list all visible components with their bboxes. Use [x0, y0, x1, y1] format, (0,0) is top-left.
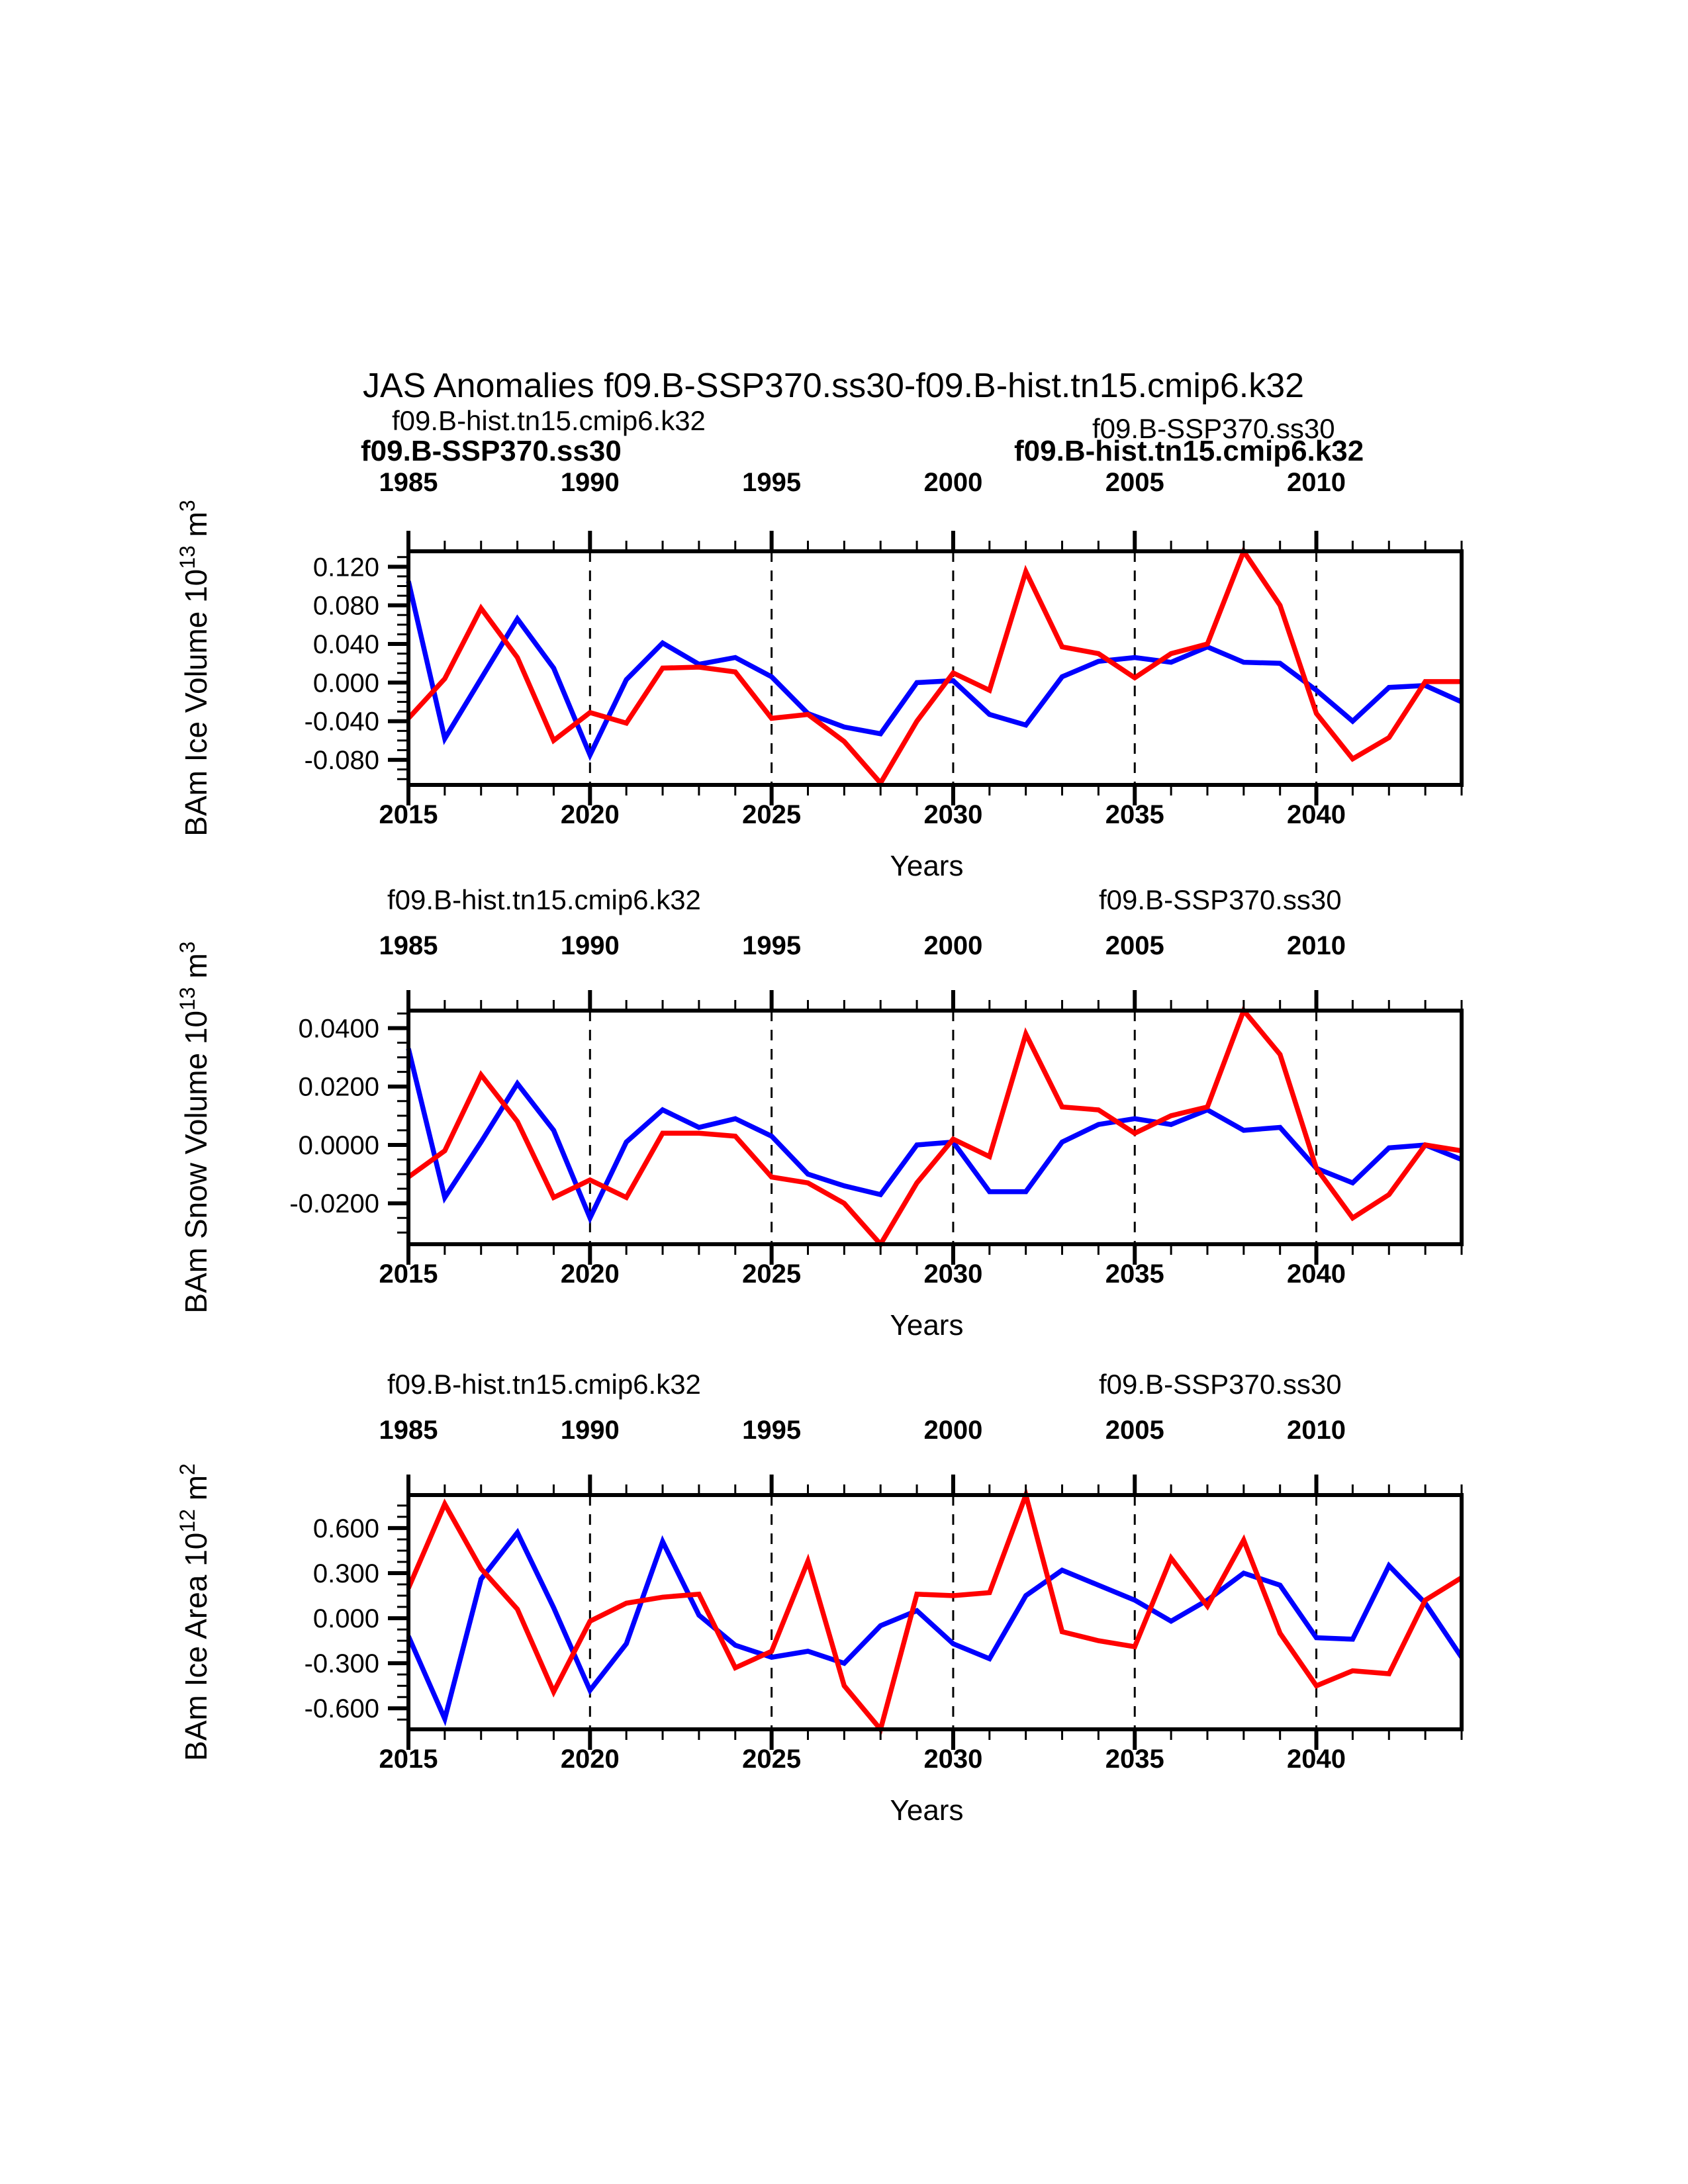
plot-frame: [406, 1009, 1464, 1246]
ice-volume-panel: 0.120 0.080 0.040 0.000 -0.040 -0.080 1985 2015…: [175, 405, 1464, 882]
top-axis-year-label: 1985: [379, 1416, 438, 1445]
x-axis-title: Years: [890, 850, 964, 882]
top-axis-year-label: 2005: [1105, 1416, 1164, 1445]
y-tick-label: -0.0200: [289, 1189, 379, 1218]
top-axis-year-label: 2010: [1287, 931, 1346, 960]
bottom-axis-year-label: 2020: [561, 1745, 620, 1774]
legend-hist: f09.B-hist.tn15.cmip6.k32: [392, 405, 706, 436]
bottom-axis-year-label: 2025: [742, 800, 801, 829]
legend-ssp: f09.B-SSP370.ss30: [1092, 413, 1335, 444]
bottom-axis-year-label: 2025: [742, 1745, 801, 1774]
top-axis-year-label: 1995: [742, 1416, 801, 1445]
bottom-axis-year-label: 2020: [561, 1259, 620, 1289]
bottom-axis-year-label: 2035: [1105, 1745, 1164, 1774]
y-tick-label: 0.0400: [299, 1014, 379, 1043]
plot-frame: [406, 549, 1464, 787]
y-axis-title: BAm Snow Volume 1013 m3: [175, 941, 213, 1313]
x-axis-title: Years: [890, 1309, 964, 1342]
legend-ssp: f09.B-SSP370.ss30: [1099, 1369, 1342, 1400]
bottom-axis-year-label: 2035: [1105, 800, 1164, 829]
y-tick-label: 0.0200: [299, 1073, 379, 1102]
line-hist: [406, 1005, 1462, 1249]
line-ssp: [406, 1527, 1464, 1727]
legend-ssp-bold: f09.B-SSP370.ss30: [361, 435, 622, 467]
legend-hist-bold: f09.B-hist.tn15.cmip6.k32: [1014, 435, 1364, 467]
top-axis-year-label: 1990: [561, 1416, 620, 1445]
bottom-axis-year-label: 2030: [923, 1259, 982, 1289]
chart-title: JAS Anomalies f09.B-SSP370.ss30-f09.B-hi…: [363, 367, 1304, 405]
snow-volume-panel: 0.0400 0.0200 0.0000 -0.0200 1985 2015 1990 202…: [175, 884, 1464, 1342]
top-axis-year-label: 2010: [1287, 468, 1346, 497]
top-axis-year-label: 2005: [1105, 931, 1164, 960]
y-tick-label: 0.120: [313, 553, 379, 582]
y-tick-label: -0.080: [305, 746, 379, 775]
y-tick-label: 0.080: [313, 592, 379, 621]
plot-frame: [406, 1493, 1464, 1731]
y-tick-label: 0.040: [313, 630, 379, 659]
line-ssp: [406, 1048, 1463, 1224]
line-hist: [406, 545, 1462, 788]
top-axis-year-label: 1995: [742, 468, 801, 497]
bottom-axis-year-label: 2040: [1287, 1259, 1346, 1289]
line-ssp: [406, 580, 1463, 761]
bottom-axis-year-label: 2020: [561, 800, 620, 829]
bottom-axis-year-label: 2015: [379, 1259, 438, 1289]
bottom-axis-year-label: 2025: [742, 1259, 801, 1289]
top-axis-year-label: 2010: [1287, 1416, 1346, 1445]
top-axis-year-label: 1985: [379, 931, 438, 960]
top-axis-year-label: 1990: [561, 931, 620, 960]
y-tick-label: 0.300: [313, 1559, 379, 1588]
legend-ssp: f09.B-SSP370.ss30: [1099, 884, 1342, 915]
y-tick-label: 0.000: [313, 1604, 379, 1633]
top-axis-year-label: 2000: [923, 1416, 982, 1445]
top-axis-year-label: 1985: [379, 468, 438, 497]
bottom-axis-year-label: 2035: [1105, 1259, 1164, 1289]
x-axis-title: Years: [890, 1794, 964, 1827]
bottom-axis-year-label: 2040: [1287, 1745, 1346, 1774]
y-axis-title: BAm Ice Volume 1013 m3: [175, 500, 213, 836]
bottom-axis-year-label: 2030: [923, 1745, 982, 1774]
top-axis-year-label: 1990: [561, 468, 620, 497]
ice-area-panel: 0.600 0.300 0.000 -0.300 -0.600 1985 2015 1990 2…: [175, 1369, 1464, 1827]
top-axis-year-label: 2005: [1105, 468, 1164, 497]
legend-hist: f09.B-hist.tn15.cmip6.k32: [387, 884, 701, 915]
y-tick-label: -0.300: [305, 1649, 379, 1678]
y-axis-title: BAm Ice Area 1012 m2: [175, 1463, 213, 1761]
bottom-axis-year-label: 2040: [1287, 800, 1346, 829]
top-axis-year-label: 2000: [923, 931, 982, 960]
top-axis-year-label: 2000: [923, 468, 982, 497]
y-tick-label: -0.600: [305, 1694, 379, 1723]
bottom-axis-year-label: 2015: [379, 1745, 438, 1774]
y-tick-label: 0.0000: [299, 1131, 379, 1160]
line-hist: [406, 1486, 1463, 1735]
bottom-axis-year-label: 2030: [923, 800, 982, 829]
bottom-axis-year-label: 2015: [379, 800, 438, 829]
top-axis-year-label: 1995: [742, 931, 801, 960]
legend-hist: f09.B-hist.tn15.cmip6.k32: [387, 1369, 701, 1400]
panels: 0.120 0.080 0.040 0.000 -0.040 -0.080 1985 2015…: [175, 405, 1464, 1827]
y-tick-label: 0.000: [313, 668, 379, 698]
y-tick-label: -0.040: [305, 707, 379, 737]
y-tick-label: 0.600: [313, 1514, 379, 1543]
